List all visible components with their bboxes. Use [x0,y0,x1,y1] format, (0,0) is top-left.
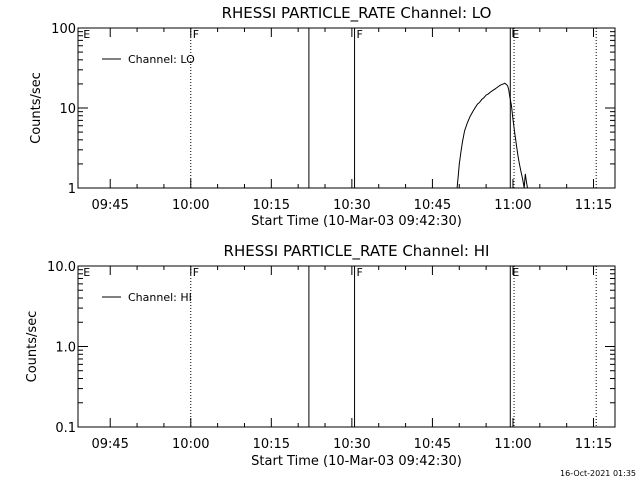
x-tick-label: 10:15 [253,437,290,452]
panel-lo: RHESSI PARTICLE_RATE Channel: LO 1 10 100 09… [29,4,616,229]
chart-title: RHESSI PARTICLE_RATE Channel: LO [222,4,492,23]
x-axis-label: Start Time (10-Mar-03 09:42:30) [251,214,462,229]
event-marker-label: E [83,266,90,279]
x-tick-label: 11:15 [575,198,612,213]
panel-hi: RHESSI PARTICLE_RATE Channel: HI 0.1 1.0 10… [25,242,616,469]
event-marker-label: F [193,266,199,279]
event-marker-label: E [512,28,519,41]
x-tick-label: 10:15 [253,198,290,213]
event-marker-label: E [83,28,90,41]
x-tick-label: 11:00 [494,437,531,452]
x-tick-label: 09:45 [91,198,128,213]
x-tick-label: 11:15 [575,437,612,452]
y-tick-label: 100 [51,22,76,37]
x-tick-label: 10:45 [414,437,451,452]
x-tick-label: 10:30 [333,437,370,452]
x-tick-label: 11:00 [494,198,531,213]
y-axis-label: Counts/sec [25,311,40,383]
y-axis-label: Counts/sec [29,72,44,144]
x-tick-label: 10:00 [172,437,209,452]
x-tick-label: 10:30 [333,198,370,213]
legend-label: Channel: LO [128,53,195,66]
x-tick-label: 10:45 [414,198,451,213]
y-tick-label: 1.0 [55,341,76,356]
x-tick-label: 10:00 [172,198,209,213]
y-tick-label: 10.0 [47,260,76,275]
event-marker-label: E [512,266,519,279]
event-marker-label: F [357,28,363,41]
y-tick-label: 1 [68,182,76,197]
event-marker-label: F [193,28,199,41]
y-tick-label: 0.1 [55,421,76,436]
series-line [456,82,528,189]
footer-timestamp: 16-Oct-2021 01:35 [560,469,636,478]
x-tick-label: 09:45 [91,437,128,452]
plot-frame [77,27,616,189]
event-marker-label: F [357,266,363,279]
chart-title: RHESSI PARTICLE_RATE Channel: HI [224,242,490,261]
x-axis-label: Start Time (10-Mar-03 09:42:30) [251,454,462,469]
y-tick-label: 10 [59,102,76,117]
legend-label: Channel: HI [128,291,192,304]
